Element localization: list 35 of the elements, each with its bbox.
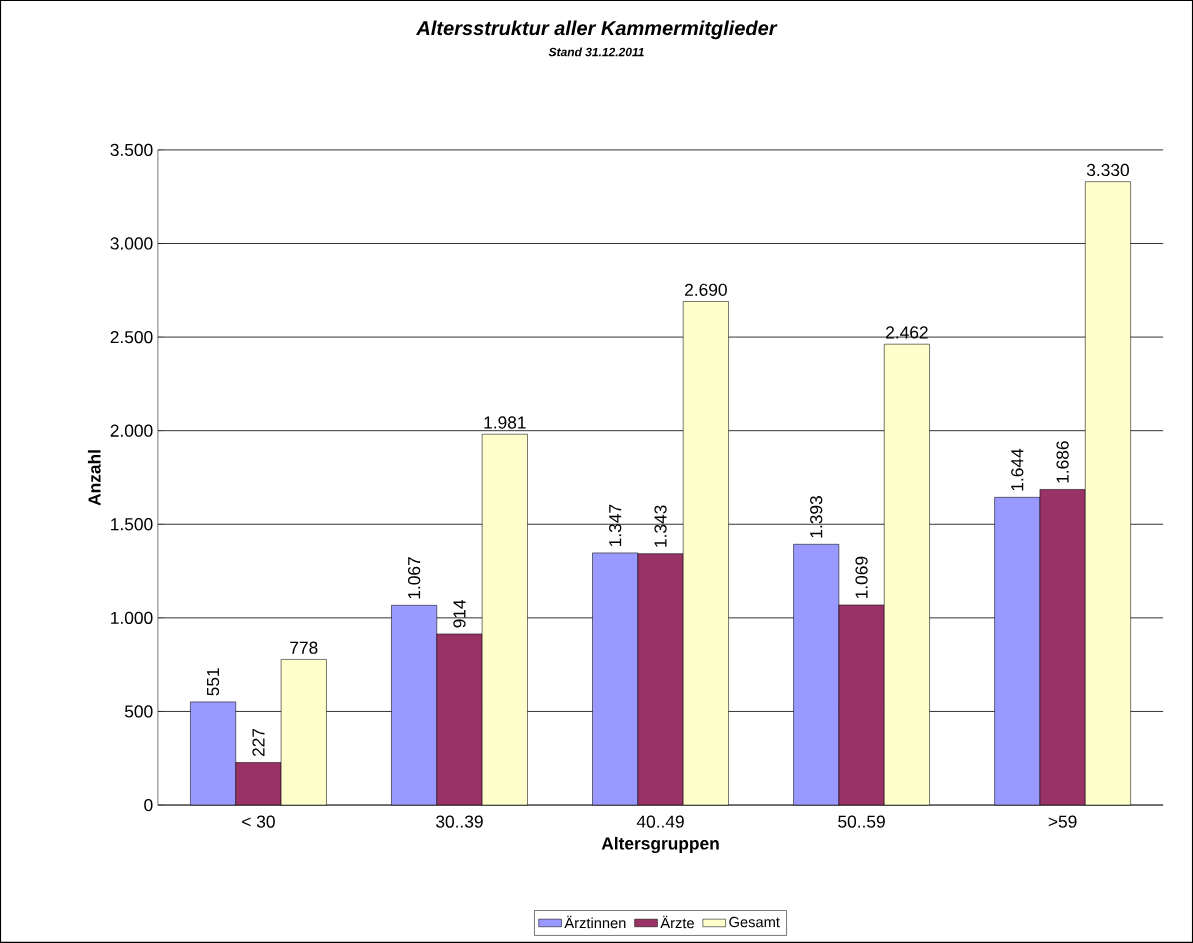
chart-subtitle: Stand 31.12.2011 [548,47,644,57]
data-label: 914 [453,599,466,628]
data-label: 1.347 [609,504,622,547]
legend-label: Ärztinnen [564,915,626,929]
data-label: 3.330 [1086,163,1129,177]
data-label: 1.343 [654,505,667,547]
x-tick-label: 50..59 [838,815,885,828]
x-tick-label: 40..49 [636,815,684,828]
legend-label: Ärzte [660,915,694,929]
y-tick-label: 1.500 [111,518,153,531]
y-tick-label: 2.500 [110,330,153,344]
legend-label: Gesamt [729,916,780,928]
chart-title: Altersstruktur aller Kammermitglieder [415,20,778,40]
y-tick-label: 3.500 [110,143,153,157]
x-tick-label: >59 [1048,815,1077,828]
data-label: 2.462 [886,326,928,339]
data-label: 778 [290,641,318,654]
x-tick-label: < 30 [242,815,275,828]
data-label: 551 [207,668,220,696]
y-tick-label: 1.000 [111,611,153,625]
x-tick-label: 30..39 [436,815,483,828]
data-label: 1.686 [1056,441,1069,483]
data-label: 1.067 [407,557,421,599]
y-tick-label: 500 [124,705,153,718]
x-axis-title: Altersgruppen [601,836,719,854]
y-tick-label: 0 [144,798,153,812]
data-label: 1.644 [1011,448,1024,491]
data-label: 2.690 [685,283,727,296]
data-label: 1.981 [484,416,526,429]
data-label: 1.069 [855,556,868,599]
y-axis-title: Anzahl [87,450,101,506]
y-tick-label: 3.000 [110,237,153,250]
data-label: 227 [252,728,265,757]
data-label: 1.393 [810,496,823,538]
y-tick-label: 2.000 [110,424,153,437]
